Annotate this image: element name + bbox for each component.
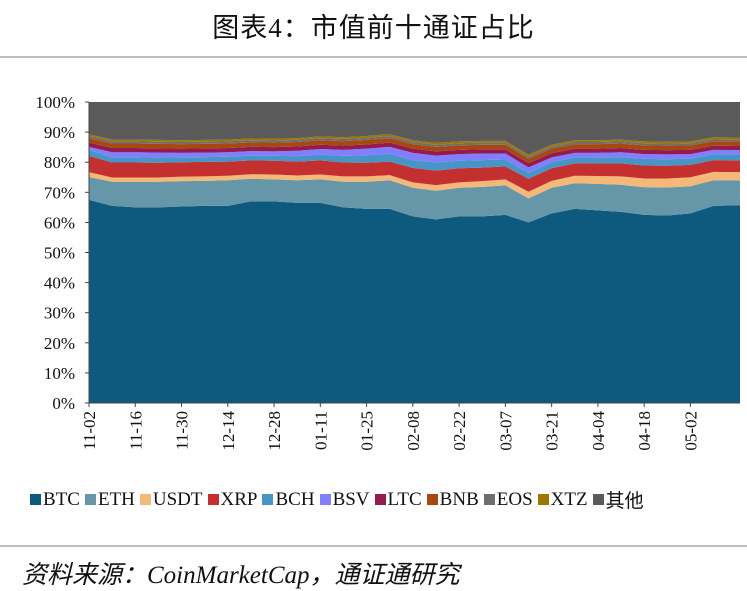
legend-item-ltc: LTC	[374, 486, 422, 513]
y-tick-label: 10%	[44, 364, 75, 383]
legend-item-usdt: USDT	[139, 486, 203, 513]
legend-label: USDT	[152, 488, 203, 510]
legend-label: BCH	[275, 488, 315, 510]
legend-swatch	[592, 494, 604, 505]
x-tick-label: 01-11	[311, 411, 330, 450]
legend-label: XTZ	[550, 488, 588, 510]
x-tick-label: 11-30	[173, 411, 192, 450]
area-usdt	[89, 171, 740, 199]
y-tick-label: 80%	[44, 153, 75, 172]
legend-label: 其他	[605, 491, 644, 512]
legend-swatch	[537, 494, 549, 505]
x-tick-label: 11-16	[126, 411, 145, 450]
x-tick-label: 05-02	[681, 411, 700, 451]
y-tick-label: 60%	[44, 213, 75, 232]
area-xrp	[89, 155, 740, 192]
y-tick-label: 20%	[44, 334, 75, 353]
area-ltc	[89, 142, 740, 168]
x-tick-label: 02-08	[404, 411, 423, 451]
legend-item-bsv: BSV	[319, 486, 370, 513]
legend-item-btc: BTC	[30, 486, 80, 513]
area-bsv	[89, 146, 740, 173]
legend-swatch	[426, 494, 438, 505]
x-tick-label: 02-22	[450, 411, 469, 451]
source-divider	[0, 545, 747, 547]
legend-swatch	[139, 494, 151, 505]
y-tick-label: 90%	[44, 123, 75, 142]
y-tick-label: 70%	[44, 183, 75, 202]
area-btc	[89, 199, 740, 403]
legend-label: BTC	[43, 488, 80, 510]
x-tick-label: 04-18	[635, 411, 654, 451]
x-tick-label: 04-04	[589, 411, 608, 451]
area-xtz	[89, 134, 740, 157]
legend-label: BSV	[332, 488, 370, 510]
area-其他	[89, 102, 740, 155]
area-eth	[89, 176, 740, 223]
x-tick-label: 03-21	[543, 411, 562, 451]
area-eos	[89, 136, 740, 159]
legend-label: ETH	[97, 488, 135, 510]
chart-title: 图表4：市值前十通证占比	[212, 13, 535, 43]
x-tick-label: 12-14	[219, 411, 238, 451]
legend-label: BNB	[439, 488, 479, 510]
area-bnb	[89, 138, 740, 164]
area-bch	[89, 149, 740, 179]
stacked-area-chart: 0% 10% 20% 30% 40% 50% 60% 70% 80% 90% 100% 11-02 11…	[35, 93, 740, 451]
legend-item-bnb: BNB	[426, 486, 479, 513]
legend-swatch	[262, 494, 274, 505]
x-tick-label: 11-02	[80, 411, 99, 450]
legend-swatch	[374, 494, 386, 505]
x-tick-label: 03-07	[496, 411, 515, 451]
y-tick-label: 100%	[35, 93, 75, 112]
legend-swatch	[30, 494, 41, 505]
legend-swatch	[84, 494, 96, 505]
y-tick-label: 40%	[44, 274, 75, 293]
legend-label: XRP	[220, 488, 258, 510]
x-tick-label: 01-25	[358, 411, 377, 451]
legend-swatch	[207, 494, 219, 505]
title-divider	[0, 56, 747, 58]
y-tick-label: 30%	[44, 304, 75, 323]
legend-item-eth: ETH	[84, 486, 135, 513]
legend: BTC ETH USDT XRP BCH BSV LTC BNB EOS XTZ 其他	[30, 486, 644, 513]
legend-item-xrp: XRP	[207, 486, 258, 513]
legend-label: LTC	[387, 488, 422, 510]
y-tick-label: 50%	[44, 244, 75, 263]
legend-item-eos: EOS	[483, 486, 533, 513]
source-note: 资料来源：CoinMarketCap，通证通研究	[22, 562, 460, 589]
x-tick-label: 12-28	[265, 411, 284, 451]
legend-swatch	[319, 494, 331, 505]
legend-label: EOS	[496, 488, 533, 510]
legend-item-xtz: XTZ	[537, 486, 588, 513]
legend-item-其他: 其他	[592, 486, 644, 513]
y-tick-label: 0%	[52, 394, 75, 413]
legend-item-bch: BCH	[262, 486, 315, 513]
legend-swatch	[483, 494, 495, 505]
